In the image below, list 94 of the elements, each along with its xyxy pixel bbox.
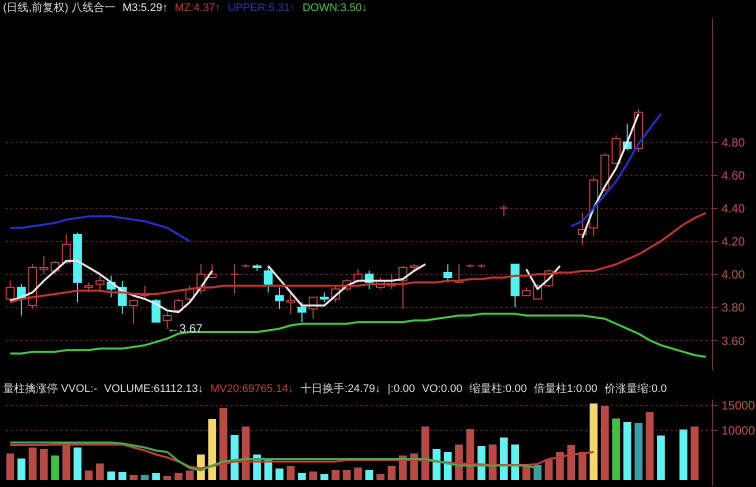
candlestick [443, 264, 452, 283]
bar [174, 473, 182, 480]
bar [657, 436, 665, 480]
candlestick [174, 298, 183, 312]
series-label: VOLUME:61112.13↓ [104, 383, 204, 395]
bar [320, 474, 328, 480]
candlestick [6, 280, 15, 303]
text: 十日换手:24.79↓ [300, 383, 381, 395]
bar [118, 472, 126, 480]
bar [410, 454, 418, 480]
text: VO:0.00 [422, 383, 462, 395]
candlestick [129, 300, 138, 324]
y-tick-label: 4.80 [722, 135, 746, 150]
bar [332, 470, 340, 480]
line-series [9, 442, 539, 472]
bar [107, 472, 116, 480]
candlestick [320, 292, 329, 303]
text: M3:5.29↑ [122, 2, 168, 14]
candlestick [286, 290, 296, 314]
bar [219, 408, 228, 480]
text: 价涨量缩:0.0 [604, 383, 667, 395]
bar [623, 422, 632, 480]
candlestick [230, 264, 240, 294]
candlestick [84, 282, 94, 293]
candlestick [297, 302, 306, 323]
bar [590, 404, 598, 480]
bar [365, 470, 374, 480]
y-tick-label: 4.60 [722, 168, 746, 182]
bar [511, 444, 520, 480]
bar [17, 458, 26, 480]
bar [96, 464, 104, 480]
bar [152, 473, 160, 480]
bar [432, 449, 440, 480]
bar [578, 452, 586, 480]
text: 倍量柱1:0.00 [534, 383, 598, 395]
bar [421, 426, 430, 480]
bar [500, 438, 508, 480]
chart-title: (日线,前复权) 八线合一 [3, 2, 116, 14]
bar [556, 452, 564, 480]
line-series [9, 312, 707, 358]
y-tick-label: 15000 [722, 398, 756, 412]
candlestick [96, 275, 104, 293]
chart-title: 量柱擒涨停 VVOL:- [3, 383, 98, 395]
text: MZ:4.37↑ [174, 2, 221, 14]
bar [477, 446, 486, 480]
annotation: ←3.67 [167, 322, 203, 336]
bar [612, 418, 620, 480]
bar [634, 423, 642, 480]
bar [354, 468, 362, 480]
bar [6, 454, 14, 480]
bar [298, 473, 306, 480]
bar [600, 406, 609, 480]
y-tick-label: 3.80 [722, 300, 746, 315]
bar [230, 435, 239, 480]
bar [163, 476, 172, 480]
candlestick [499, 204, 508, 217]
candlestick [39, 255, 48, 275]
bar [286, 466, 295, 480]
bar [388, 466, 396, 480]
text: MV20:69765.14↓ [210, 383, 294, 395]
bar [40, 449, 48, 480]
text: 缩量柱:0.00 [469, 383, 527, 395]
bar [567, 445, 576, 480]
bar [140, 475, 149, 480]
bar [679, 430, 688, 480]
text: DOWN:3.50↓ [302, 2, 368, 14]
bar [534, 465, 542, 480]
y-tick-label: 4.20 [722, 234, 746, 249]
bar [51, 456, 59, 480]
candlestick [264, 265, 273, 293]
y-tick-label: 3.60 [722, 334, 746, 348]
bar [646, 412, 654, 480]
text: |:0.00 [388, 383, 415, 395]
bar [342, 470, 351, 480]
text: UPPER:5.31↑ [228, 2, 296, 14]
bar [208, 419, 216, 480]
line-series [9, 444, 595, 470]
candlestick [275, 286, 284, 310]
bar [28, 448, 37, 480]
y-tick-label: 4.00 [722, 268, 746, 282]
bar [309, 472, 318, 480]
bar [690, 426, 699, 480]
y-tick-label: 4.40 [722, 202, 746, 216]
candlestick [354, 268, 362, 283]
y-tick-label: 10000 [722, 424, 756, 438]
bar [186, 470, 194, 480]
bar [84, 470, 93, 480]
bar [376, 474, 384, 480]
bar [276, 468, 284, 480]
bar [74, 448, 82, 480]
bar [62, 445, 70, 480]
bar [130, 475, 138, 480]
bar [488, 444, 497, 480]
bar [544, 459, 553, 480]
